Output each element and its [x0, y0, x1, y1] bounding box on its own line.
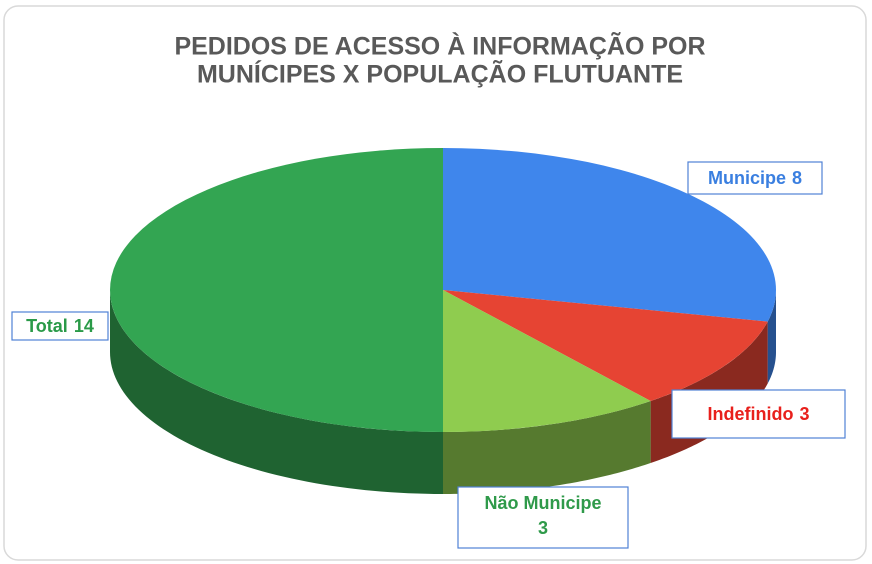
- label-box: [11, 311, 109, 341]
- data-label: Municipe 8: [687, 161, 823, 195]
- slice-side: [110, 290, 443, 494]
- label-category: Total: [26, 316, 68, 336]
- chart-title: PEDIDOS DE ACESSO À INFORMAÇÃO POR: [174, 31, 705, 61]
- label-category: Indefinido: [708, 404, 794, 424]
- label-box: [671, 389, 846, 439]
- label-text: Indefinido 3: [708, 404, 810, 424]
- label-category: Não Municipe: [484, 493, 601, 513]
- slice-side: [443, 401, 651, 494]
- label-box: [457, 486, 629, 549]
- label-value: 3: [538, 518, 548, 538]
- pie-slice: [443, 148, 776, 322]
- label-box: [687, 161, 823, 195]
- data-label: Indefinido 3: [671, 389, 846, 439]
- label-value: 3: [799, 404, 809, 424]
- label-value: 8: [792, 168, 802, 188]
- label-value: 14: [74, 316, 94, 336]
- label-text: Municipe 8: [708, 168, 802, 188]
- pie-slice: [443, 290, 768, 402]
- label-text: Total 14: [26, 316, 94, 336]
- chart-title: MUNÍCIPES X POPULAÇÃO FLUTUANTE: [197, 59, 683, 89]
- slice-side: [767, 290, 776, 384]
- label-category: Municipe: [708, 168, 786, 188]
- data-label: Total 14: [11, 311, 109, 341]
- pie-slice: [443, 290, 651, 432]
- pie-slice: [110, 148, 443, 432]
- data-label: Não Municipe 3: [457, 486, 629, 549]
